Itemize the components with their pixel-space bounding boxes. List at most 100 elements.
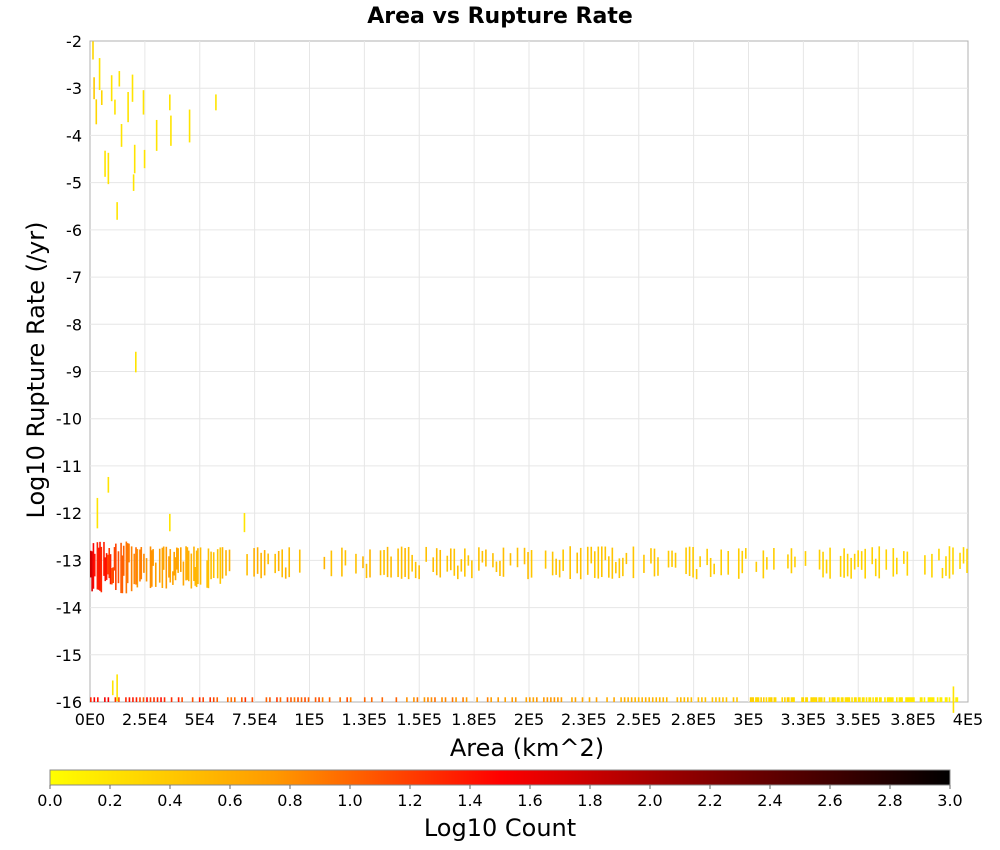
heatmap-cell — [627, 697, 629, 702]
heatmap-cell — [910, 697, 913, 702]
heatmap-cell — [100, 90, 103, 105]
y-tick-label: -12 — [56, 504, 82, 523]
heatmap-cell — [107, 152, 110, 185]
heatmap-cell — [243, 513, 246, 533]
heatmap-cell — [595, 697, 598, 702]
heatmap-cell — [718, 697, 721, 702]
heatmap-cell — [281, 549, 284, 578]
heatmap-cell — [892, 548, 895, 577]
heatmap-cell — [113, 547, 116, 571]
x-tick-label: 7.5E4 — [232, 710, 278, 729]
heatmap-cell — [529, 697, 531, 702]
heatmap-cell — [844, 697, 847, 702]
heatmap-cell — [906, 697, 909, 702]
heatmap-cell — [737, 548, 740, 579]
heatmap-cell — [525, 697, 528, 702]
heatmap-cell — [769, 697, 772, 702]
heatmap-cell — [657, 557, 659, 576]
heatmap-cell — [209, 697, 212, 702]
heatmap-cell — [163, 697, 166, 702]
heatmap-cell — [90, 697, 92, 702]
colorbar-tick-label: 2.6 — [817, 791, 842, 810]
heatmap-cell — [139, 697, 141, 702]
heatmap-cell — [465, 697, 468, 702]
heatmap-cell — [145, 558, 148, 582]
heatmap-cell — [523, 547, 526, 565]
heatmap-cell — [842, 697, 844, 702]
heatmap-cell — [774, 697, 777, 702]
heatmap-cell — [355, 553, 357, 574]
heatmap-cell — [131, 74, 134, 102]
heatmap-cell — [128, 697, 131, 702]
heatmap-cell — [216, 549, 219, 579]
heatmap-cell — [806, 697, 809, 702]
heatmap-cell — [804, 551, 807, 566]
heatmap-cell — [341, 547, 343, 577]
heatmap-cell — [92, 543, 95, 589]
heatmap-cell — [143, 149, 146, 169]
x-axis-label: Area (km^2) — [450, 734, 604, 762]
heatmap-cell — [120, 124, 123, 147]
x-tick-label: 1.8E5 — [451, 710, 497, 729]
heatmap-cell — [903, 551, 905, 564]
colorbar-tick-label: 1.0 — [337, 791, 362, 810]
heatmap-cell — [773, 547, 775, 570]
heatmap-cell — [773, 697, 776, 702]
heatmap-cell — [755, 561, 758, 572]
heatmap-cell — [632, 546, 635, 579]
heatmap-cell — [927, 697, 930, 702]
heatmap-cell — [193, 546, 195, 582]
heatmap-cell — [618, 558, 621, 579]
heatmap-cell — [543, 697, 545, 702]
heatmap-cell — [142, 90, 145, 115]
heatmap-cell — [948, 697, 951, 702]
heatmap-cell — [160, 697, 162, 702]
heatmap-cell — [896, 697, 898, 702]
heatmap-cell — [418, 565, 420, 580]
heatmap-cell — [648, 697, 651, 702]
heatmap-cell — [611, 547, 614, 579]
heatmap-cell — [97, 697, 99, 702]
heatmap-cell — [91, 551, 93, 592]
heatmap-cell — [622, 557, 624, 577]
heatmap-cell — [930, 697, 932, 702]
heatmap-cell — [511, 697, 514, 702]
heatmap-cell — [365, 563, 368, 579]
heatmap-cell — [135, 547, 137, 585]
heatmap-cell — [344, 550, 347, 566]
heatmap-cell — [623, 697, 626, 702]
heatmap-cell — [756, 697, 759, 702]
heatmap-cell — [284, 567, 287, 579]
heatmap-cell — [397, 548, 399, 578]
heatmap-cell — [851, 697, 853, 702]
heatmap-cell — [411, 554, 413, 572]
heatmap-cell — [810, 697, 812, 702]
heatmap-cell — [190, 553, 193, 589]
heatmap-cell — [115, 543, 117, 591]
heatmap-cell — [906, 551, 909, 576]
heatmap-cell — [154, 562, 157, 587]
heatmap-cell — [952, 547, 954, 575]
colorbar-tick-label: 2.8 — [877, 791, 902, 810]
heatmap-cell — [732, 697, 735, 702]
heatmap-cell — [788, 697, 790, 702]
heatmap-cell — [898, 697, 901, 702]
heatmap-cell — [892, 697, 894, 702]
heatmap-cell — [93, 553, 96, 577]
y-tick-label: -5 — [66, 174, 82, 193]
heatmap-cell — [955, 697, 957, 702]
heatmap-cell — [495, 561, 498, 573]
heatmap-cell — [931, 553, 933, 578]
heatmap-cell — [105, 553, 108, 580]
heatmap-cell — [536, 697, 538, 702]
heatmap-cell — [662, 697, 665, 702]
heatmap-cell — [112, 567, 114, 584]
heatmap-cell — [135, 697, 138, 702]
heatmap-cell — [784, 697, 786, 702]
y-tick-label: -10 — [56, 410, 82, 429]
heatmap-cell — [839, 555, 842, 577]
heatmap-cell — [400, 546, 403, 579]
heatmap-cell — [871, 547, 874, 565]
heatmap-cell — [847, 697, 849, 702]
